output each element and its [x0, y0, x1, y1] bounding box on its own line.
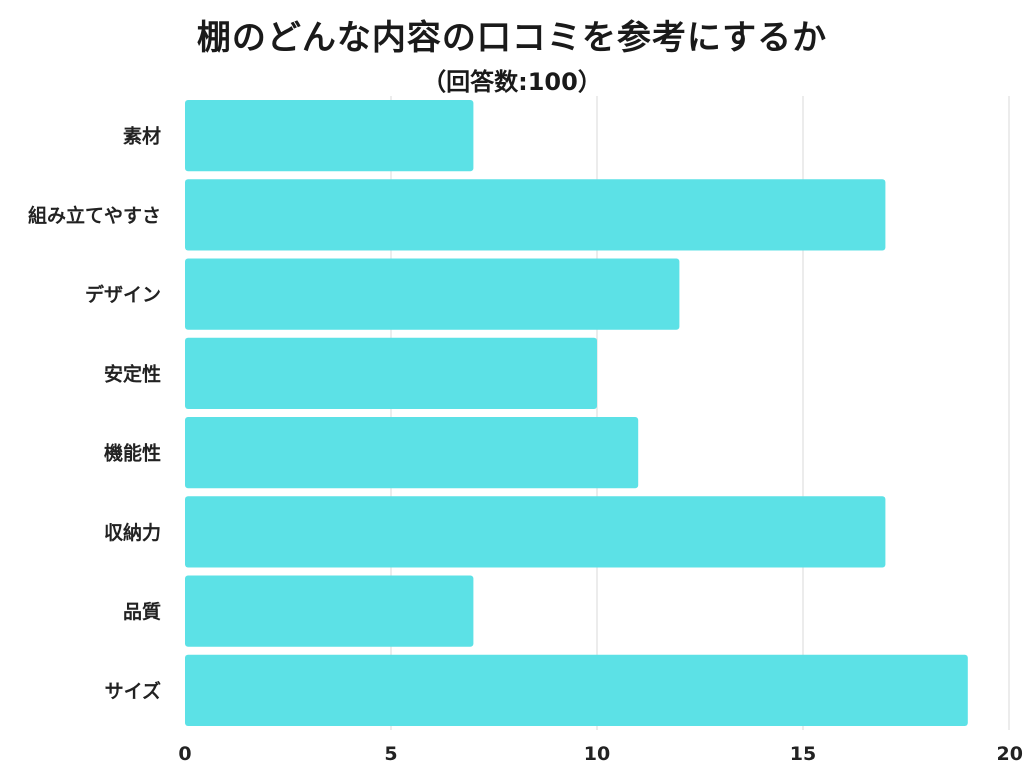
- bar-1: [185, 179, 886, 251]
- x-tick-label: 0: [178, 743, 191, 765]
- category-label: 素材: [123, 125, 161, 148]
- x-tick-labels: 0 5 10 15 20: [178, 743, 1023, 765]
- category-label: 安定性: [104, 362, 161, 385]
- bar-4: [185, 416, 639, 489]
- category-label: 機能性: [104, 442, 161, 465]
- bar-5: [185, 496, 886, 568]
- category-label: 収納力: [104, 521, 161, 544]
- chart-subtitle: （回答数:100）: [422, 68, 602, 96]
- bars: [185, 99, 968, 727]
- category-label: 組み立てやすさ: [28, 204, 161, 227]
- x-tick-label: 10: [584, 743, 610, 765]
- x-tick-label: 5: [384, 743, 397, 765]
- bar-3: [185, 337, 597, 410]
- bar-2: [185, 258, 680, 330]
- bar-0: [185, 99, 474, 172]
- chart-title: 棚のどんな内容の口コミを参考にするか: [196, 18, 828, 58]
- category-label: デザイン: [85, 283, 161, 306]
- x-tick-label: 20: [997, 743, 1023, 765]
- category-label: 品質: [123, 600, 161, 623]
- bar-6: [185, 575, 474, 647]
- category-label: サイズ: [105, 679, 161, 702]
- bar-7: [185, 654, 968, 727]
- x-tick-label: 15: [790, 743, 816, 765]
